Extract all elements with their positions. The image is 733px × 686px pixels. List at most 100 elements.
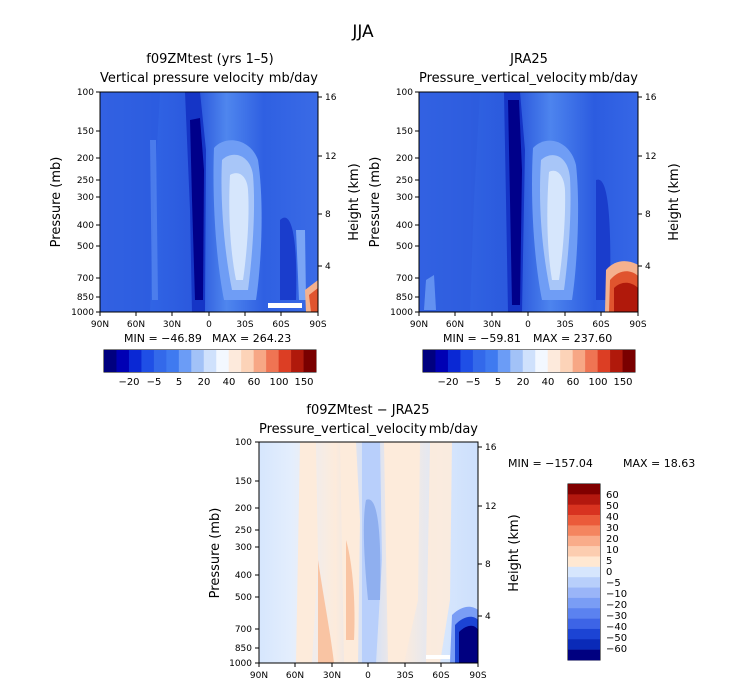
colorbar-label: 60 <box>248 377 261 388</box>
y-tick-label: 700 <box>396 274 413 284</box>
colorbar-cell <box>178 350 192 372</box>
y-axis-right: 16 12 8 4 Height (km) <box>318 93 362 272</box>
y-axis-right-title: Height (km) <box>667 163 682 240</box>
min-label: MIN = −157.04 <box>508 457 593 470</box>
colorbar-label: −5 <box>606 578 621 589</box>
colorbar-label: 5 <box>495 377 501 388</box>
colorbar: 60 50 40 30 20 10 5 0 −5 −10 −20 −30 −40… <box>567 483 627 661</box>
y-tick-label: 1000 <box>390 308 413 318</box>
max-label: MAX = 237.60 <box>533 332 612 345</box>
y-tick-label: 500 <box>396 242 413 252</box>
colorbar-label: −5 <box>466 377 481 388</box>
y-tick-label: 300 <box>77 193 94 203</box>
colorbar-cell <box>423 350 436 372</box>
colorbar-cell <box>568 577 600 588</box>
colorbar-cell <box>497 350 511 372</box>
x-tick-label: 60N <box>446 320 464 330</box>
x-tick-label: 30N <box>483 320 501 330</box>
colorbar-label: 60 <box>567 377 580 388</box>
y-tick-label: 200 <box>235 504 252 514</box>
colorbar-cell <box>447 350 461 372</box>
x-axis: 90N 60N 30N 0 30S 60S 90S <box>410 312 647 330</box>
colorbar-cells <box>104 350 317 372</box>
figure-title: JJA <box>351 22 374 42</box>
colorbar-cells <box>568 484 600 661</box>
colorbar-cell <box>228 350 242 372</box>
y-axis: 100 150 200 250 300 400 500 700 850 1000… <box>49 88 100 318</box>
colorbar-label: −10 <box>606 589 627 600</box>
panel-units-label: mb/day <box>589 71 639 86</box>
colorbar-cell <box>568 597 600 609</box>
colorbar-cell <box>191 350 205 372</box>
colorbar-cell <box>253 350 267 372</box>
plot-area <box>258 441 479 664</box>
colorbar-label: −50 <box>606 633 627 644</box>
colorbar-cell <box>568 566 600 578</box>
x-tick-label: 60S <box>592 320 609 330</box>
x-tick-label: 60N <box>286 671 304 681</box>
y-axis-right-title: Height (km) <box>347 163 362 240</box>
y-tick-label: 400 <box>396 221 413 231</box>
y-right-tick-label: 16 <box>485 443 497 453</box>
x-axis: 90N 60N 30N 0 30S 60S 90S <box>250 663 487 681</box>
colorbar-cell <box>560 350 573 372</box>
y-axis: 100 150 200 250 300 400 500 700 850 1000… <box>208 438 259 669</box>
x-tick-label: 30S <box>236 320 253 330</box>
panel-units-label: mb/day <box>269 71 319 86</box>
colorbar-label: −20 <box>437 377 458 388</box>
colorbar: −20 −5 5 20 40 60 100 150 <box>422 349 636 388</box>
panel-title: f09ZMtest (yrs 1–5) <box>146 52 273 67</box>
colorbar-cell <box>435 350 449 372</box>
colorbar-cell <box>141 350 155 372</box>
y-right-tick-label: 8 <box>325 210 331 220</box>
colorbar-label: 100 <box>588 377 607 388</box>
colorbar-label: 5 <box>176 377 182 388</box>
x-tick-label: 30S <box>556 320 573 330</box>
colorbar-label: −40 <box>606 622 627 633</box>
y-tick-label: 100 <box>77 88 94 98</box>
colorbar-cells <box>423 350 636 372</box>
colorbar: −20 −5 5 20 40 60 100 150 <box>103 349 317 388</box>
y-tick-label: 850 <box>235 644 252 654</box>
x-tick-label: 30S <box>396 671 413 681</box>
panel-model: f09ZMtest (yrs 1–5) Vertical pressure ve… <box>49 52 362 388</box>
colorbar-cell <box>568 535 600 547</box>
colorbar-cell <box>568 525 600 537</box>
y-axis-right: 16 12 8 4 Height (km) <box>478 443 522 622</box>
colorbar-cell <box>241 350 254 372</box>
plot-area <box>99 91 319 313</box>
colorbar-label: −30 <box>606 611 627 622</box>
colorbar-label: 40 <box>223 377 236 388</box>
panel-title: JRA25 <box>509 52 548 67</box>
colorbar-cell <box>568 587 600 599</box>
colorbar-cell <box>568 608 600 619</box>
y-right-tick-label: 12 <box>645 152 656 162</box>
x-tick-label: 60S <box>272 320 289 330</box>
min-label: MIN = −59.81 <box>443 332 521 345</box>
x-tick-label: 90N <box>250 671 268 681</box>
colorbar-cell <box>568 484 600 495</box>
colorbar-cell <box>522 350 536 372</box>
y-right-tick-label: 16 <box>325 93 337 103</box>
y-tick-label: 700 <box>77 274 94 284</box>
colorbar-label: 5 <box>606 556 612 567</box>
colorbar-cell <box>568 546 600 557</box>
colorbar-label: −20 <box>606 600 627 611</box>
x-tick-label: 90S <box>629 320 646 330</box>
y-tick-label: 400 <box>235 571 252 581</box>
colorbar-label: −60 <box>606 644 627 655</box>
y-right-tick-label: 4 <box>485 612 491 622</box>
colorbar-label: 0 <box>606 567 612 578</box>
panel-left-label: Vertical pressure velocity <box>100 71 264 86</box>
y-tick-label: 850 <box>77 293 94 303</box>
x-axis: 90N 60N 30N 0 30S 60S 90S <box>91 312 327 330</box>
panel-left-label: Pressure_vertical_velocity <box>259 422 427 437</box>
y-tick-label: 400 <box>77 221 94 231</box>
y-tick-label: 1000 <box>71 308 94 318</box>
y-tick-label: 300 <box>235 543 252 553</box>
min-label: MIN = −46.89 <box>124 332 202 345</box>
y-tick-label: 250 <box>77 176 94 186</box>
x-tick-label: 30N <box>163 320 181 330</box>
colorbar-cell <box>166 350 180 372</box>
colorbar-label: 150 <box>294 377 313 388</box>
